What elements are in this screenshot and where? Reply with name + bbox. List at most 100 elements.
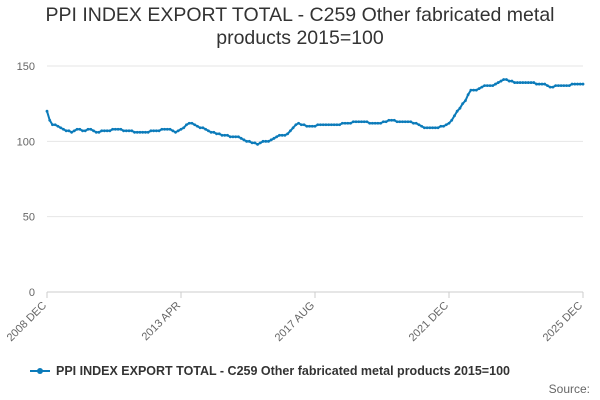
data-point (360, 120, 363, 124)
data-point (340, 121, 344, 125)
data-point (376, 121, 380, 125)
data-point (431, 126, 434, 130)
data-point (288, 129, 292, 133)
data-point (439, 124, 443, 128)
data-point (551, 85, 555, 89)
data-point (338, 123, 342, 127)
data-point (264, 139, 268, 143)
data-point (174, 130, 177, 134)
data-point (119, 127, 123, 131)
data-point (176, 129, 180, 133)
data-point (319, 123, 322, 127)
data-point (141, 130, 145, 134)
data-point (381, 120, 385, 124)
data-point (122, 129, 125, 133)
data-point (160, 127, 164, 131)
data-point (196, 124, 199, 128)
data-point (515, 81, 519, 84)
data-point (67, 129, 71, 133)
data-point (157, 129, 161, 133)
data-point (154, 129, 158, 133)
data-point (116, 127, 120, 131)
data-point (409, 120, 413, 124)
data-point (278, 133, 281, 137)
data-point (518, 81, 522, 84)
data-point (412, 121, 415, 125)
data-point (379, 121, 383, 125)
data-point (425, 126, 429, 130)
data-point (488, 84, 492, 87)
data-point (324, 123, 328, 127)
data-point (245, 139, 249, 143)
data-point (171, 129, 175, 133)
data-point (78, 127, 82, 131)
data-point (250, 141, 254, 145)
data-point (483, 84, 486, 87)
data-point (368, 121, 372, 125)
data-point (53, 123, 57, 127)
data-point (453, 114, 456, 118)
data-point (362, 120, 366, 124)
data-point (447, 121, 451, 125)
data-point (529, 81, 533, 84)
data-point (261, 139, 265, 143)
data-point (247, 139, 251, 143)
data-point (567, 84, 571, 87)
data-point (464, 99, 467, 103)
data-point (168, 127, 172, 131)
data-point (357, 120, 361, 124)
data-point (321, 123, 325, 127)
data-point (269, 138, 273, 142)
data-point (351, 120, 355, 124)
data-point (305, 124, 309, 128)
data-point (144, 130, 147, 134)
data-point (450, 118, 454, 122)
data-point (442, 124, 445, 128)
data-point (485, 84, 489, 87)
data-point (335, 123, 339, 127)
data-point (581, 82, 585, 86)
data-point (190, 121, 194, 125)
data-point (149, 129, 153, 133)
data-point (220, 133, 224, 137)
data-point (403, 120, 407, 124)
data-point (310, 124, 314, 128)
x-tick-label: 2025 DEC (541, 300, 585, 344)
data-point (135, 130, 139, 134)
data-point (469, 88, 473, 92)
data-point (237, 135, 240, 139)
data-point (231, 135, 235, 139)
data-point (354, 120, 358, 124)
data-point (217, 132, 221, 136)
data-point (286, 132, 290, 136)
chart-legend[interactable]: PPI INDEX EXPORT TOTAL - C259 Other fabr… (30, 364, 510, 378)
data-point (113, 127, 117, 131)
data-point (414, 121, 418, 125)
x-tick-label: 2021 DEC (407, 300, 451, 344)
data-point (532, 81, 536, 84)
data-point (212, 130, 216, 134)
data-point (127, 129, 131, 133)
data-point (187, 121, 191, 125)
data-point (494, 82, 497, 86)
data-point (420, 124, 424, 128)
data-point (371, 121, 374, 125)
data-point (392, 118, 396, 122)
data-point (417, 123, 421, 127)
y-tick-label-150: 150 (17, 61, 35, 73)
data-point (89, 127, 93, 131)
data-point (313, 124, 317, 128)
data-point (543, 82, 547, 86)
x-tick-label: 2017 AUG (273, 300, 317, 344)
data-point (185, 123, 188, 127)
data-point (45, 109, 49, 113)
x-tick-label: 2008 DEC (5, 300, 49, 344)
data-point (206, 129, 210, 133)
data-point (524, 81, 527, 84)
data-point (59, 126, 63, 130)
data-point (455, 109, 459, 113)
data-point (401, 120, 404, 124)
data-point (466, 93, 470, 97)
data-point (234, 135, 238, 139)
data-point (387, 118, 391, 122)
